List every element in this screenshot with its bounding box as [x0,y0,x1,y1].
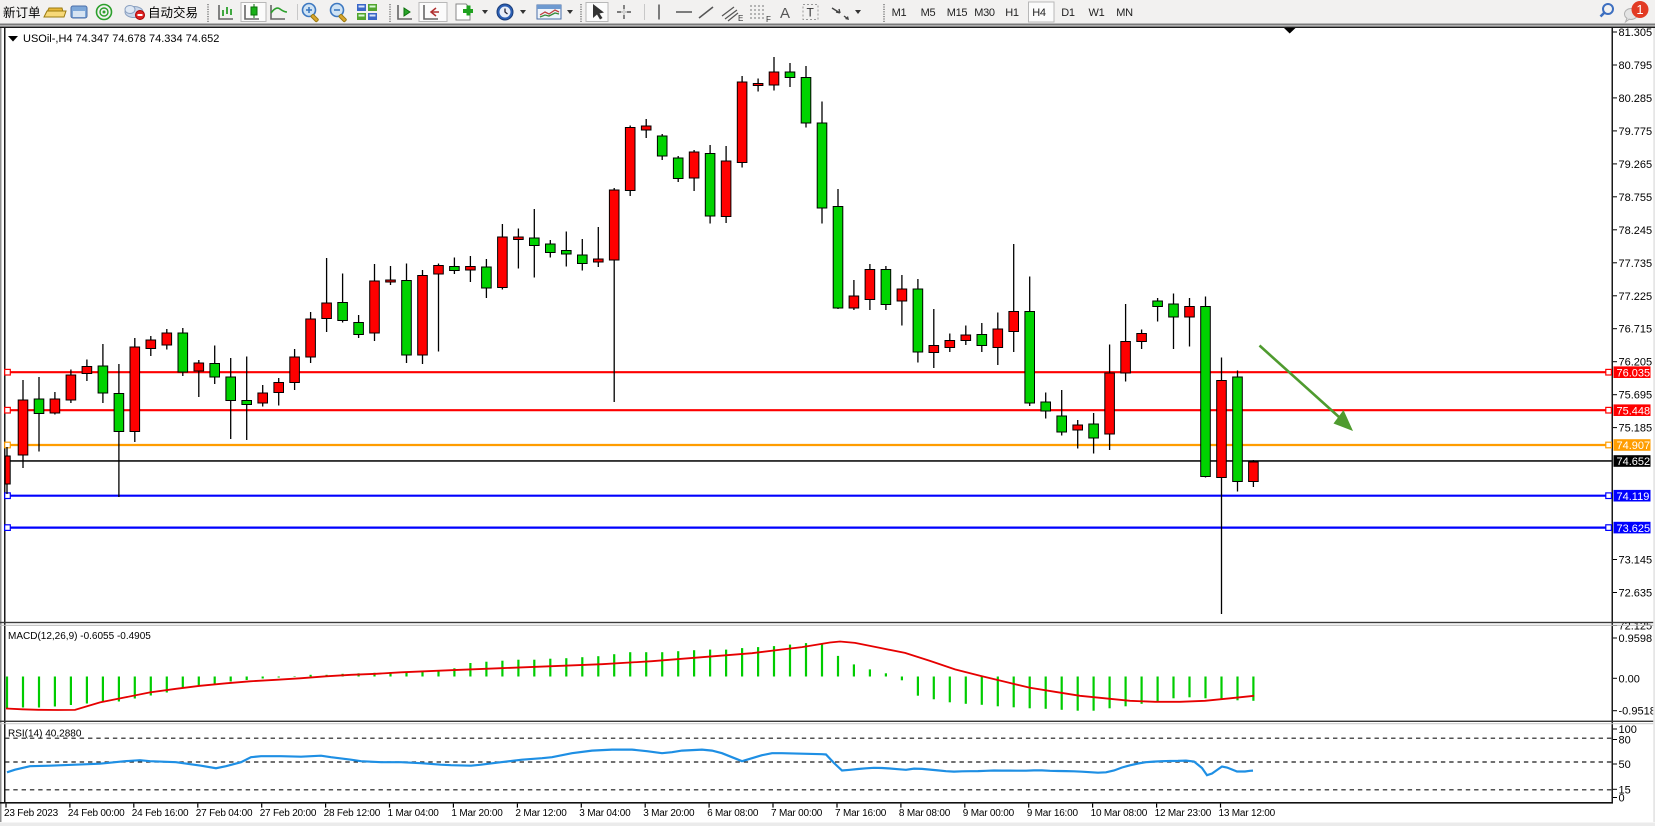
svg-text:0: 0 [1619,793,1625,805]
svg-text:76.205: 76.205 [1619,357,1653,369]
svg-text:15: 15 [1619,784,1631,796]
svg-text:10 Mar 08:00: 10 Mar 08:00 [1091,808,1148,819]
svg-text:8 Mar 08:00: 8 Mar 08:00 [899,808,951,819]
svg-text:72.635: 72.635 [1619,588,1653,600]
svg-text:73.625: 73.625 [1617,523,1651,535]
svg-text:0.00: 0.00 [1619,673,1640,685]
svg-text:28 Feb 12:00: 28 Feb 12:00 [324,808,381,819]
svg-text:7 Mar 16:00: 7 Mar 16:00 [835,808,887,819]
svg-text:A: A [780,5,790,22]
svg-text:新订单: 新订单 [3,5,41,20]
svg-text:E: E [738,14,743,23]
svg-text:3 Mar 20:00: 3 Mar 20:00 [643,808,695,819]
svg-text:F: F [766,15,771,24]
svg-text:1 Mar 04:00: 1 Mar 04:00 [388,808,440,819]
svg-text:72.125: 72.125 [1619,621,1653,633]
svg-text:100: 100 [1619,724,1637,736]
svg-text:77.225: 77.225 [1619,291,1653,303]
svg-text:80.285: 80.285 [1619,93,1653,105]
svg-text:M15: M15 [947,7,968,19]
svg-text:77.735: 77.735 [1619,258,1653,270]
svg-text:6 Mar 08:00: 6 Mar 08:00 [707,808,759,819]
svg-text:75.185: 75.185 [1619,423,1653,435]
svg-text:74.119: 74.119 [1617,491,1650,503]
svg-text:80.795: 80.795 [1619,60,1653,72]
svg-text:73.145: 73.145 [1619,555,1653,567]
svg-text:H1: H1 [1005,7,1019,19]
svg-text:74.907: 74.907 [1617,440,1651,452]
svg-text:7 Mar 00:00: 7 Mar 00:00 [771,808,823,819]
svg-text:12 Mar 23:00: 12 Mar 23:00 [1155,808,1212,819]
svg-text:MN: MN [1116,7,1133,19]
svg-text:自动交易: 自动交易 [148,5,198,20]
svg-text:RSI(14) 40.2880: RSI(14) 40.2880 [8,729,82,740]
svg-text:75.695: 75.695 [1619,390,1653,402]
svg-text:79.265: 79.265 [1619,159,1653,171]
svg-text:78.245: 78.245 [1619,225,1653,237]
svg-text:H4: H4 [1032,7,1046,19]
svg-text:75.448: 75.448 [1617,405,1651,417]
svg-text:24 Feb 00:00: 24 Feb 00:00 [68,808,125,819]
svg-text:3 Mar 04:00: 3 Mar 04:00 [579,808,631,819]
svg-text:24 Feb 16:00: 24 Feb 16:00 [132,808,189,819]
svg-text:USOil-,H4 74.347 74.678 74.33: USOil-,H4 74.347 74.678 74.334 74.652 [23,33,219,45]
svg-text:50: 50 [1619,759,1631,771]
svg-text:74.652: 74.652 [1617,456,1651,468]
svg-text:D1: D1 [1061,7,1075,19]
svg-text:79.775: 79.775 [1619,126,1653,138]
svg-text:76.035: 76.035 [1617,367,1651,379]
svg-text:13 Mar 12:00: 13 Mar 12:00 [1219,808,1276,819]
svg-text:-0.9518: -0.9518 [1619,706,1655,718]
svg-text:W1: W1 [1089,7,1105,19]
svg-text:23 Feb 2023: 23 Feb 2023 [4,808,59,819]
svg-text:2 Mar 12:00: 2 Mar 12:00 [515,808,567,819]
svg-text:78.755: 78.755 [1619,192,1653,204]
svg-text:9 Mar 00:00: 9 Mar 00:00 [963,808,1015,819]
svg-text:0.9598: 0.9598 [1619,633,1653,645]
svg-text:1 Mar 20:00: 1 Mar 20:00 [451,808,503,819]
svg-text:M1: M1 [892,7,907,19]
svg-text:M5: M5 [921,7,936,19]
svg-text:T: T [807,6,815,20]
svg-text:9 Mar 16:00: 9 Mar 16:00 [1027,808,1079,819]
svg-text:80: 80 [1619,735,1631,747]
svg-text:27 Feb 20:00: 27 Feb 20:00 [260,808,317,819]
svg-text:81.305: 81.305 [1619,27,1653,39]
svg-text:27 Feb 04:00: 27 Feb 04:00 [196,808,253,819]
svg-text:76.715: 76.715 [1619,324,1653,336]
svg-text:M30: M30 [974,7,995,19]
svg-text:MACD(12,26,9) -0.6055 -0.4905: MACD(12,26,9) -0.6055 -0.4905 [8,631,151,642]
svg-text:1: 1 [1636,2,1643,17]
